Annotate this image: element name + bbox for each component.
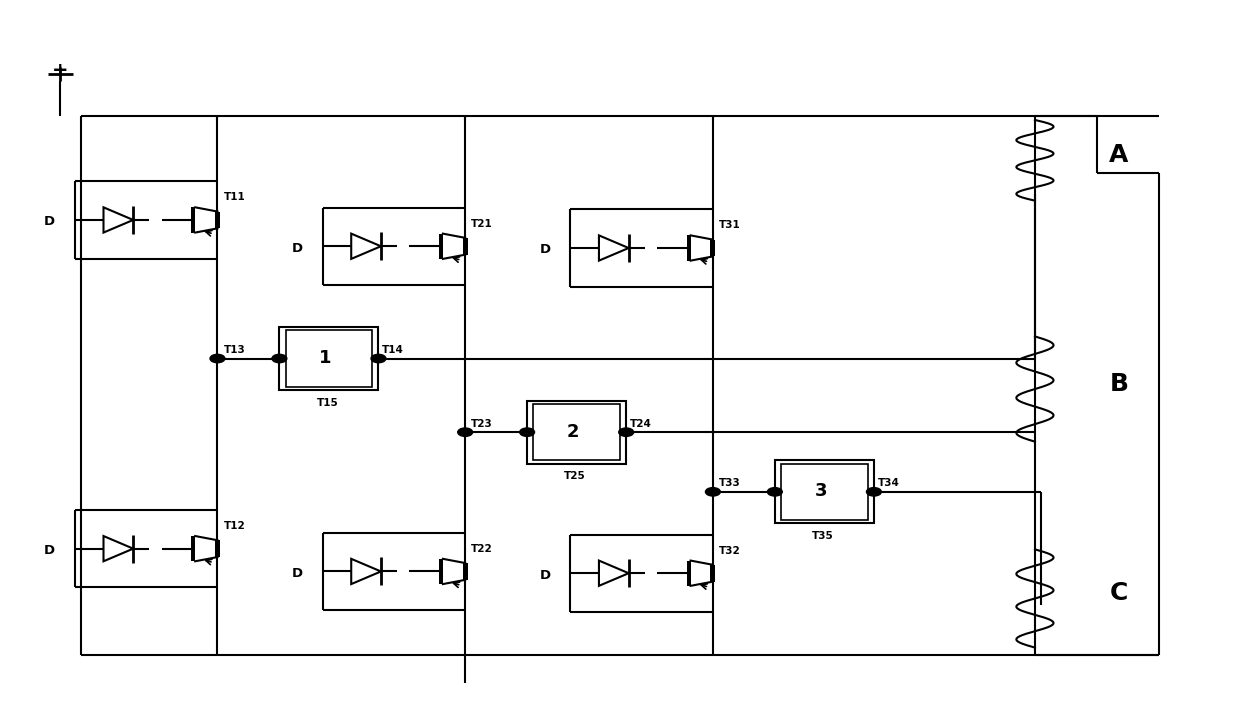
Text: T11: T11 (223, 193, 246, 202)
Polygon shape (351, 559, 381, 584)
Bar (781, 464, 868, 520)
Text: T12: T12 (223, 521, 246, 531)
Polygon shape (103, 207, 133, 233)
Circle shape (371, 354, 386, 363)
Text: T23: T23 (471, 419, 494, 429)
Circle shape (867, 488, 882, 496)
Text: 2: 2 (567, 423, 579, 441)
Circle shape (458, 428, 472, 437)
Circle shape (210, 354, 224, 363)
Bar (439, 559, 443, 584)
Bar (439, 233, 443, 259)
Bar (215, 212, 219, 228)
Text: 1: 1 (319, 349, 331, 367)
Text: D: D (45, 215, 55, 228)
Bar (463, 238, 467, 254)
Text: T21: T21 (471, 219, 494, 228)
Text: T32: T32 (719, 546, 740, 555)
Bar (711, 565, 715, 581)
Circle shape (706, 488, 720, 496)
Bar (711, 240, 715, 257)
Text: T24: T24 (630, 419, 652, 429)
Bar (687, 560, 691, 586)
Bar (463, 563, 467, 580)
Polygon shape (599, 236, 629, 261)
Text: T15: T15 (316, 398, 339, 408)
Text: C: C (1110, 581, 1127, 605)
Text: D: D (45, 544, 55, 557)
Text: T25: T25 (564, 471, 587, 482)
Text: T14: T14 (382, 345, 404, 355)
Text: +: + (52, 61, 68, 80)
Bar (285, 330, 372, 387)
Bar (775, 460, 874, 524)
Circle shape (272, 354, 286, 363)
Bar (533, 404, 620, 460)
Polygon shape (103, 536, 133, 561)
Polygon shape (599, 560, 629, 586)
Circle shape (619, 428, 634, 437)
Text: T33: T33 (719, 478, 740, 489)
Text: D: D (291, 567, 303, 580)
Polygon shape (351, 233, 381, 259)
Bar (527, 401, 626, 464)
Text: T13: T13 (223, 345, 246, 355)
Text: T22: T22 (471, 544, 494, 554)
Circle shape (520, 428, 534, 437)
Text: T35: T35 (812, 531, 833, 541)
Bar (191, 207, 195, 233)
Circle shape (768, 488, 782, 496)
Text: D: D (291, 242, 303, 254)
Text: B: B (1110, 372, 1128, 396)
Bar (215, 540, 219, 557)
Text: A: A (1110, 143, 1128, 167)
Bar (687, 236, 691, 261)
Text: T31: T31 (719, 221, 740, 231)
Text: D: D (539, 243, 551, 257)
Bar (191, 536, 195, 561)
Text: D: D (539, 569, 551, 581)
Bar (279, 327, 378, 390)
Text: T34: T34 (878, 478, 899, 489)
Text: 3: 3 (815, 482, 827, 501)
